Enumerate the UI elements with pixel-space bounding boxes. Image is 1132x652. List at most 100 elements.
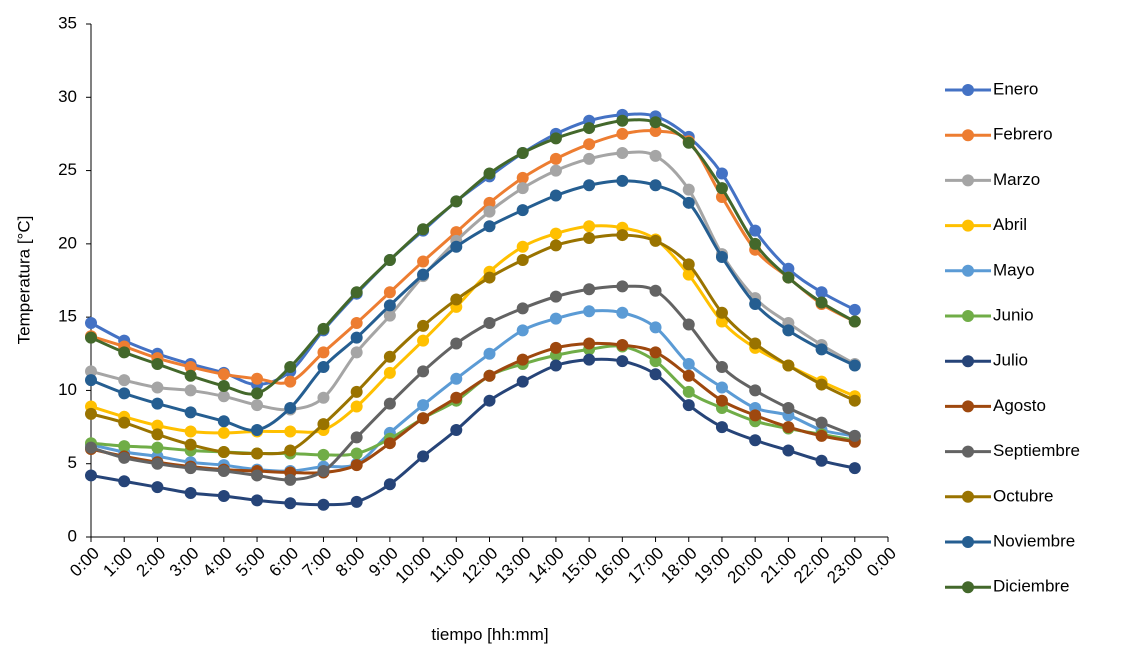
- legend-marker: [962, 581, 974, 594]
- point: [549, 152, 562, 165]
- point: [616, 338, 629, 351]
- point: [450, 372, 463, 385]
- point: [118, 374, 131, 387]
- point: [583, 283, 596, 296]
- point: [815, 343, 828, 356]
- point: [682, 369, 695, 382]
- point: [715, 421, 728, 434]
- legend-marker: [962, 219, 974, 232]
- point: [815, 296, 828, 309]
- point: [549, 359, 562, 372]
- point: [317, 391, 330, 404]
- point: [118, 416, 131, 429]
- point: [284, 360, 297, 373]
- point: [749, 224, 762, 237]
- point: [85, 441, 97, 454]
- point: [483, 205, 496, 218]
- point: [715, 182, 728, 195]
- point: [815, 286, 828, 299]
- point: [317, 360, 330, 373]
- point: [549, 341, 562, 354]
- point: [118, 387, 131, 400]
- y-tick-label: 20: [58, 233, 77, 252]
- series-line: [90, 112, 856, 387]
- point: [516, 375, 529, 388]
- point: [417, 365, 430, 378]
- legend-label: Agosto: [993, 396, 1046, 415]
- point: [450, 391, 463, 404]
- point: [151, 441, 164, 454]
- y-tick-label: 30: [58, 87, 77, 106]
- point: [350, 431, 363, 444]
- point: [583, 152, 596, 165]
- point: [284, 425, 297, 438]
- point: [317, 322, 330, 335]
- point: [715, 360, 728, 373]
- x-tick-label: 18:00: [657, 544, 701, 588]
- point: [350, 447, 363, 460]
- point: [85, 317, 97, 330]
- y-tick-label: 5: [68, 453, 77, 472]
- point: [450, 337, 463, 350]
- point: [583, 122, 596, 135]
- point: [682, 318, 695, 331]
- point: [284, 402, 297, 415]
- point: [383, 478, 396, 491]
- point: [516, 253, 529, 266]
- point: [217, 465, 230, 478]
- point: [782, 421, 795, 434]
- point: [583, 179, 596, 192]
- x-tick-label: 0:00: [863, 544, 900, 581]
- x-tick-label: 14:00: [524, 544, 568, 588]
- point: [616, 280, 629, 293]
- point: [749, 297, 762, 310]
- point: [417, 399, 430, 412]
- legend-marker: [962, 84, 974, 96]
- x-tick-label: 22:00: [790, 544, 834, 588]
- point: [616, 127, 629, 140]
- point: [184, 425, 197, 438]
- legend-marker: [962, 310, 974, 322]
- point: [848, 429, 861, 442]
- point: [649, 234, 662, 247]
- point: [682, 183, 695, 196]
- point: [483, 317, 496, 330]
- point: [151, 481, 164, 494]
- point: [749, 409, 762, 422]
- point: [417, 450, 430, 463]
- x-tick-label: 1:00: [99, 544, 136, 581]
- point: [749, 237, 762, 250]
- legend-marker: [962, 355, 974, 368]
- point: [417, 334, 430, 347]
- point: [151, 397, 164, 410]
- point: [616, 306, 629, 319]
- x-tick-label: 2:00: [133, 544, 170, 581]
- point: [251, 424, 264, 437]
- point: [516, 171, 529, 184]
- point: [184, 487, 197, 500]
- point: [251, 387, 264, 400]
- point: [848, 303, 861, 316]
- point: [782, 402, 795, 415]
- point: [317, 498, 330, 511]
- point: [616, 174, 629, 187]
- point: [616, 114, 629, 127]
- y-tick-label: 10: [58, 380, 77, 399]
- point: [184, 462, 197, 475]
- point: [782, 271, 795, 284]
- point: [383, 437, 396, 450]
- x-tick-label: 3:00: [166, 544, 203, 581]
- point: [782, 444, 795, 457]
- x-tick-label: 11:00: [426, 544, 469, 587]
- point: [151, 381, 164, 394]
- x-tick-label: 7:00: [299, 544, 336, 581]
- legend-label: Noviembre: [993, 531, 1075, 550]
- point: [848, 394, 861, 407]
- point: [383, 286, 396, 299]
- point: [583, 138, 596, 151]
- point: [217, 368, 230, 381]
- point: [682, 196, 695, 209]
- point: [682, 258, 695, 271]
